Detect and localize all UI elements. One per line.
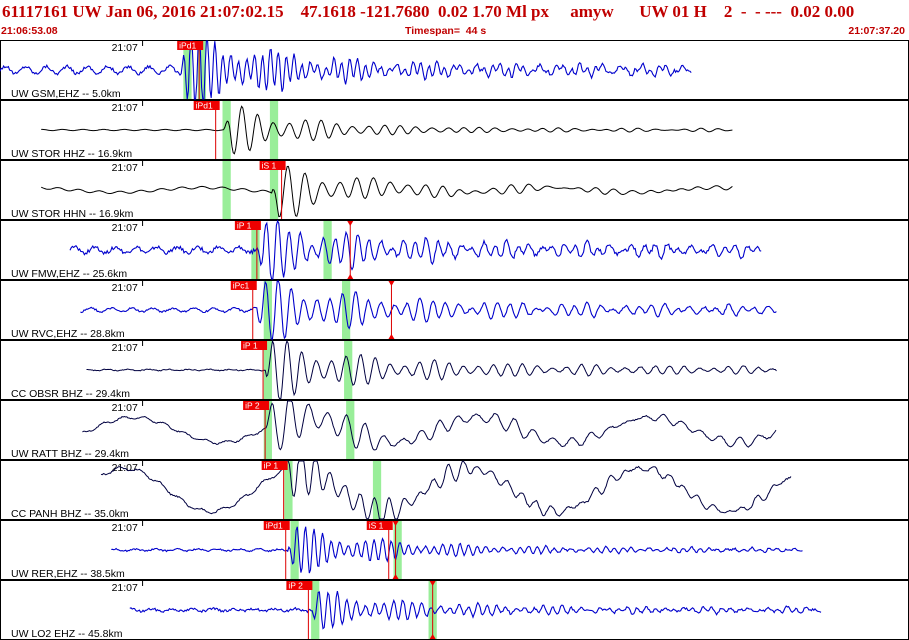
pick-flag — [366, 521, 393, 530]
analysis-window — [311, 581, 320, 639]
pick-label: iP 2 — [245, 401, 260, 411]
station-label: UW RVC,EHZ -- 28.8km — [11, 328, 125, 340]
pick-flag — [177, 41, 204, 50]
station-panel: 21:07 iP 2 UW LO2 EHZ -- 45.8km — [0, 580, 909, 640]
waveform-trace — [41, 105, 733, 155]
station-label: CC PANH BHZ -- 35.0km — [11, 508, 129, 520]
pick-label: iS 1 — [262, 161, 277, 171]
pick-flag — [230, 281, 257, 290]
station-panel: 21:07 iP 2 UW RATT BHZ -- 29.4km — [0, 400, 909, 460]
waveform-trace — [41, 165, 733, 218]
station-label: UW RER,EHZ -- 38.5km — [11, 568, 125, 580]
minute-tick-label: 21:07 — [112, 582, 138, 594]
waveform-trace — [69, 219, 762, 280]
station-panel: 21:07 iP 1 CC OBSR BHZ -- 29.4km — [0, 339, 909, 400]
marker-triangle-top — [388, 281, 395, 286]
minute-tick-label: 21:07 — [112, 162, 138, 174]
pick-label: iPc1 — [233, 281, 250, 291]
waveform-trace — [129, 590, 822, 630]
pick-flag — [261, 461, 288, 470]
station-panel: 21:07 iPd1 UW GSM,EHZ -- 5.0km — [0, 40, 909, 100]
end-time-label: 21:07:37.20 — [848, 25, 905, 37]
station-panel: 21:07 iPd1 UW STOR HHZ -- 16.9km — [0, 100, 909, 160]
minute-tick-label: 21:07 — [112, 42, 138, 54]
pick-flag — [259, 161, 286, 170]
waveform-trace — [80, 280, 777, 340]
minute-tick-label: 21:07 — [112, 282, 138, 294]
marker-triangle-top — [392, 521, 399, 526]
analysis-window — [263, 281, 272, 339]
minute-tick-label: 21:07 — [112, 102, 138, 114]
marker-triangle-top — [347, 221, 354, 226]
timespan-label: Timespan= 44 s — [405, 25, 487, 37]
analysis-window — [269, 101, 279, 159]
pick-flag — [193, 101, 220, 110]
seismogram-panels[interactable]: 21:07 iPd1 UW GSM,EHZ -- 5.0km 21:07 iPd1 UW … — [0, 40, 909, 640]
pick-flag — [263, 521, 290, 530]
minute-tick-label: 21:07 — [112, 342, 138, 354]
start-time-label: 21:06:53.08 — [1, 25, 58, 37]
station-label: UW STOR HHZ -- 16.9km — [11, 148, 132, 160]
station-panel: 21:07 iS 1 UW STOR HHN -- 16.9km — [0, 160, 909, 220]
marker-triangle-top — [429, 581, 436, 586]
pick-flag — [286, 581, 313, 590]
pick-label: iP 1 — [264, 461, 279, 471]
pick-flag — [241, 341, 268, 350]
pick-flag — [234, 221, 261, 230]
analysis-window — [372, 461, 382, 519]
marker-triangle-bottom — [347, 274, 354, 279]
pick-label: iS 1 — [369, 521, 384, 531]
station-panel: 21:07 iP 1CC PANH BHZ -- 35.0km — [0, 460, 909, 520]
waveform-trace — [0, 40, 692, 100]
analysis-window — [222, 161, 231, 219]
pick-label: iP 1 — [243, 341, 258, 351]
analysis-window — [263, 341, 272, 399]
analysis-window — [323, 221, 332, 279]
station-label: CC OBSR BHZ -- 29.4km — [11, 388, 130, 400]
analysis-window — [183, 41, 192, 99]
waveform-trace — [82, 400, 777, 451]
waveform-trace — [100, 460, 792, 520]
analysis-window — [344, 341, 353, 399]
marker-triangle-bottom — [392, 574, 399, 579]
pick-label: iP 1 — [237, 221, 252, 231]
pick-flag — [243, 401, 270, 410]
minute-tick-label: 21:07 — [112, 402, 138, 414]
analysis-window — [284, 461, 293, 519]
marker-triangle-bottom — [388, 334, 395, 339]
pick-label: iPd1 — [196, 101, 213, 111]
pick-label: iP 2 — [288, 581, 303, 591]
pick-label: iPd1 — [179, 41, 196, 51]
analysis-window — [346, 401, 355, 459]
waveform-trace — [111, 526, 803, 574]
marker-triangle-bottom — [429, 634, 436, 639]
event-header: 61117161 UW Jan 06, 2016 21:07:02.15 47.… — [0, 0, 909, 40]
analysis-window — [197, 41, 207, 99]
event-summary-title: 61117161 UW Jan 06, 2016 21:07:02.15 47.… — [2, 2, 855, 21]
station-panel: 21:07 iP 1 UW FMW,EHZ -- 25.6km — [0, 219, 909, 280]
station-panel: 21:07 iPc1 UW RVC,EHZ -- 28.8km — [0, 280, 909, 340]
station-panel: 21:07 iPd1 iS 1 UW RER,EHZ -- 38.5km — [0, 520, 909, 580]
pick-label: iPd1 — [266, 521, 283, 531]
station-label: UW LO2 EHZ -- 45.8km — [11, 628, 123, 640]
analysis-window — [263, 401, 272, 459]
station-label: UW RATT BHZ -- 29.4km — [11, 448, 129, 460]
station-label: UW GSM,EHZ -- 5.0km — [11, 88, 121, 100]
station-label: UW FMW,EHZ -- 25.6km — [11, 268, 127, 280]
minute-tick-label: 21:07 — [112, 222, 138, 234]
station-label: UW STOR HHN -- 16.9km — [11, 208, 134, 220]
minute-tick-label: 21:07 — [112, 522, 138, 534]
waveform-trace — [86, 339, 777, 400]
analysis-window — [222, 101, 231, 159]
